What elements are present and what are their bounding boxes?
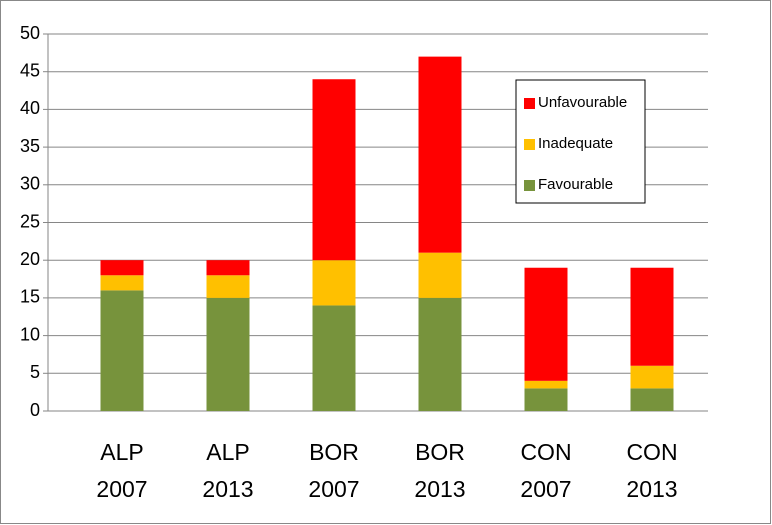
y-tick-label: 15 (20, 287, 40, 307)
y-tick-label: 25 (20, 211, 40, 231)
bar-segment (206, 275, 250, 298)
legend-box (515, 79, 646, 204)
legend-label: Unfavourable (538, 94, 627, 111)
y-tick-label: 45 (20, 60, 40, 80)
y-tick-label: 0 (30, 400, 40, 420)
bar-segment (630, 267, 674, 366)
bar-segment (100, 275, 144, 291)
bar-segment (312, 305, 356, 411)
x-tick-label: CON 2007 (520, 439, 571, 502)
legend-swatch (524, 180, 535, 191)
y-tick-label: 10 (20, 324, 40, 344)
bar-segment (206, 297, 250, 411)
x-tick-label: BOR 2007 (308, 439, 359, 502)
bar-segment (206, 260, 250, 276)
y-tick-label: 40 (20, 98, 40, 118)
bar-segment (630, 388, 674, 411)
bar-segment (100, 290, 144, 411)
y-tick-label: 5 (30, 362, 40, 382)
x-tick-label: ALP 2007 (96, 439, 147, 502)
y-tick-label: 20 (20, 249, 40, 269)
bar-segment (524, 380, 568, 389)
legend-swatch (524, 139, 535, 150)
x-tick-label: BOR 2013 (414, 439, 465, 502)
legend-swatch (524, 98, 535, 109)
legend-label: Inadequate (538, 135, 613, 152)
y-tick-label: 35 (20, 136, 40, 156)
bar-segment (418, 297, 462, 411)
bar-segment (312, 79, 356, 261)
bar-segment (524, 388, 568, 411)
x-tick-label: ALP 2013 (202, 439, 253, 502)
bar-segment (524, 267, 568, 381)
legend-label: Favourable (538, 176, 613, 193)
bar-segment (418, 56, 462, 253)
y-tick-label: 30 (20, 174, 40, 194)
bar-segment (418, 252, 462, 298)
bar-segment (312, 260, 356, 306)
y-tick-label: 50 (20, 23, 40, 43)
bar-segment (100, 260, 144, 276)
x-tick-label: CON 2013 (626, 439, 677, 502)
bar-segment (630, 365, 674, 389)
